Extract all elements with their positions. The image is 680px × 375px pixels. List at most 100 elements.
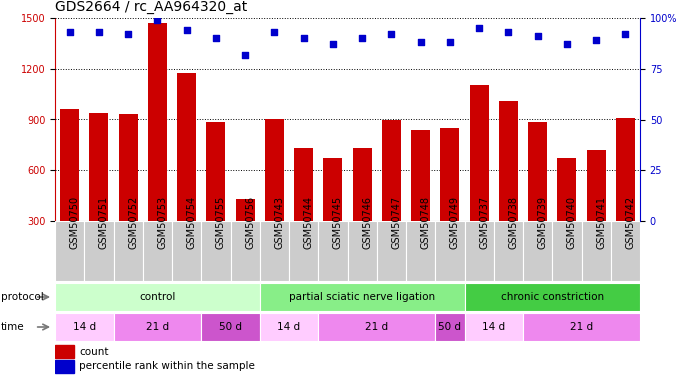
Bar: [411, 130, 430, 272]
Text: 21 d: 21 d: [570, 322, 593, 332]
Point: [299, 35, 309, 41]
Bar: [470, 85, 489, 272]
Point: [210, 35, 221, 41]
Text: 14 d: 14 d: [73, 322, 96, 332]
Point: [386, 31, 397, 37]
Bar: [260, 283, 464, 311]
Bar: [55, 283, 260, 311]
Bar: [55, 313, 114, 341]
Point: [269, 29, 279, 35]
Text: 50 d: 50 d: [219, 322, 242, 332]
Bar: [148, 23, 167, 272]
Text: 21 d: 21 d: [146, 322, 169, 332]
Bar: [587, 150, 606, 272]
Text: GSM50749: GSM50749: [450, 196, 460, 249]
Bar: [260, 313, 318, 341]
Text: GSM50751: GSM50751: [99, 196, 109, 249]
Point: [591, 38, 602, 44]
Point: [445, 39, 456, 45]
Point: [474, 25, 485, 31]
Bar: [494, 221, 523, 281]
Text: GSM50756: GSM50756: [245, 196, 255, 249]
Text: chronic constriction: chronic constriction: [500, 292, 604, 302]
Bar: [114, 313, 201, 341]
Bar: [318, 313, 435, 341]
Bar: [177, 73, 196, 272]
Text: protocol: protocol: [1, 292, 44, 302]
Bar: [143, 221, 172, 281]
Bar: [206, 122, 225, 272]
Text: percentile rank within the sample: percentile rank within the sample: [80, 362, 255, 371]
Bar: [382, 120, 401, 272]
Text: GSM50743: GSM50743: [274, 196, 284, 249]
Point: [122, 31, 133, 37]
Bar: [441, 128, 460, 272]
Text: GSM50747: GSM50747: [392, 196, 401, 249]
Text: 14 d: 14 d: [277, 322, 301, 332]
Text: GSM50754: GSM50754: [186, 196, 197, 249]
Bar: [528, 122, 547, 272]
Text: time: time: [1, 322, 24, 332]
Bar: [55, 345, 73, 358]
Bar: [464, 221, 494, 281]
Text: GSM50737: GSM50737: [479, 196, 489, 249]
Text: GSM50742: GSM50742: [626, 196, 635, 249]
Bar: [294, 148, 313, 272]
Bar: [55, 221, 84, 281]
Point: [532, 33, 543, 39]
Bar: [89, 113, 108, 272]
Bar: [558, 158, 577, 272]
Text: 14 d: 14 d: [482, 322, 505, 332]
Text: GSM50748: GSM50748: [421, 196, 430, 249]
Text: GSM50755: GSM50755: [216, 196, 226, 249]
Point: [415, 39, 426, 45]
Bar: [611, 221, 640, 281]
Text: count: count: [80, 346, 109, 357]
Bar: [435, 221, 464, 281]
Bar: [324, 158, 343, 272]
Bar: [353, 148, 372, 272]
Point: [357, 35, 368, 41]
Text: GSM50746: GSM50746: [362, 196, 372, 249]
Text: 50 d: 50 d: [439, 322, 461, 332]
Point: [64, 29, 75, 35]
Bar: [581, 221, 611, 281]
Text: GSM50744: GSM50744: [304, 196, 313, 249]
Point: [181, 27, 192, 33]
Bar: [55, 360, 73, 373]
Point: [620, 31, 631, 37]
Bar: [114, 221, 143, 281]
Bar: [347, 221, 377, 281]
Text: 21 d: 21 d: [365, 322, 388, 332]
Point: [239, 51, 250, 57]
Bar: [499, 101, 518, 272]
Bar: [464, 313, 523, 341]
Bar: [552, 221, 581, 281]
Bar: [260, 221, 289, 281]
Text: GSM50740: GSM50740: [567, 196, 577, 249]
Point: [562, 41, 573, 47]
Text: GSM50739: GSM50739: [538, 196, 547, 249]
Text: GSM50745: GSM50745: [333, 196, 343, 249]
Bar: [201, 313, 260, 341]
Bar: [84, 221, 114, 281]
Bar: [523, 313, 640, 341]
Bar: [616, 118, 635, 272]
Bar: [118, 114, 137, 272]
Bar: [231, 221, 260, 281]
Bar: [265, 118, 284, 272]
Text: GDS2664 / rc_AA964320_at: GDS2664 / rc_AA964320_at: [55, 0, 248, 13]
Bar: [235, 199, 254, 272]
Bar: [318, 221, 347, 281]
Point: [152, 17, 163, 23]
Bar: [201, 221, 231, 281]
Bar: [464, 283, 640, 311]
Text: GSM50752: GSM50752: [128, 196, 138, 249]
Text: control: control: [139, 292, 175, 302]
Bar: [435, 313, 464, 341]
Text: GSM50738: GSM50738: [509, 196, 518, 249]
Point: [93, 29, 104, 35]
Point: [503, 29, 514, 35]
Point: [328, 41, 339, 47]
Bar: [523, 221, 552, 281]
